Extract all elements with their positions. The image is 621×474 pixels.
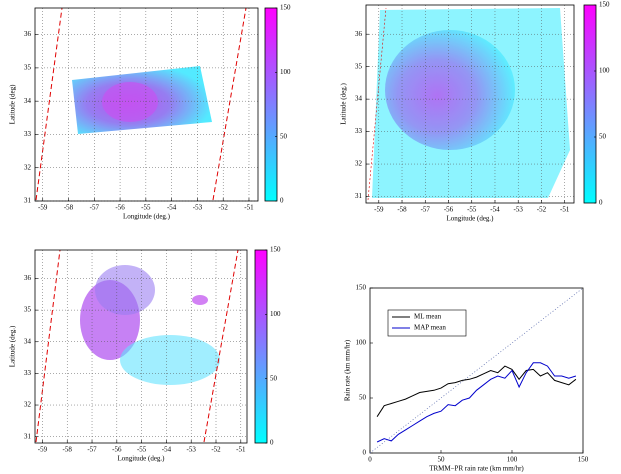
- colorbar: [583, 4, 597, 204]
- y-axis-label: Latitude (deg.): [340, 83, 348, 125]
- swath-edges: [35, 7, 387, 443]
- x-tick-label: -54: [167, 204, 177, 212]
- x-tick-label: -52: [219, 204, 229, 212]
- x-tick-label: -58: [63, 446, 73, 454]
- legend-box: [387, 309, 467, 337]
- colorbar-tick-label: 100: [280, 68, 291, 76]
- x-tick-label: -53: [187, 446, 197, 454]
- x-tick-label: 100: [507, 456, 518, 464]
- colorbar-tick-label: 150: [280, 4, 291, 12]
- colorbar-tick-label: 150: [599, 1, 610, 9]
- y-tick-label: 34: [355, 95, 363, 103]
- x-axis-label: Longitude (deg.): [446, 215, 494, 223]
- y-tick-label: 33: [24, 369, 32, 377]
- colorbar-tick-label: 50: [280, 132, 288, 140]
- axes-frame: [34, 7, 259, 202]
- x-tick-label: -56: [112, 446, 122, 454]
- y-tick-label: 100: [356, 339, 367, 347]
- series-line: [376, 365, 577, 417]
- colorbar-tick-label: 100: [599, 67, 610, 75]
- x-tick-label: -54: [162, 446, 172, 454]
- colorbar-tick-label: 0: [280, 197, 284, 205]
- colorbar-tick-label: 0: [599, 199, 603, 207]
- y-axis-label: Rain rate (km mm/hr): [344, 339, 352, 401]
- x-tick-label: -58: [397, 206, 407, 214]
- x-tick-label: -59: [374, 206, 384, 214]
- y-tick-label: 35: [24, 64, 32, 72]
- legend-label: MAP mean: [414, 324, 446, 332]
- y-tick-label: 33: [355, 127, 363, 135]
- x-tick-label: -57: [87, 446, 97, 454]
- y-tick-label: 0: [363, 449, 367, 457]
- colorbar-tick-label: 150: [270, 246, 281, 254]
- x-tick-label: -51: [236, 446, 246, 454]
- x-tick-label: 0: [368, 456, 372, 464]
- x-tick-label: -55: [137, 446, 147, 454]
- x-axis-label: TRMM−PR rain rate (km mm/hr): [429, 465, 524, 473]
- y-tick-label: 34: [24, 337, 32, 345]
- y-tick-label: 31: [24, 197, 32, 205]
- y-tick-label: 31: [24, 432, 32, 440]
- colorbar-tick-label: 50: [270, 374, 278, 382]
- x-tick-label: -52: [537, 206, 547, 214]
- x-tick-label: -54: [490, 206, 500, 214]
- x-tick-label: -57: [90, 204, 100, 212]
- y-tick-label: 35: [24, 306, 32, 314]
- axes-frame: [369, 287, 584, 454]
- x-tick-label: -57: [421, 206, 431, 214]
- x-tick-label: -52: [211, 446, 221, 454]
- x-tick-label: -59: [38, 446, 48, 454]
- y-tick-label: 36: [355, 30, 363, 38]
- y-tick-label: 32: [24, 163, 32, 171]
- y-tick-label: 150: [356, 284, 367, 292]
- y-tick-label: 32: [24, 401, 32, 409]
- y-axis-label: Latitude (deg): [9, 84, 17, 125]
- y-tick-label: 36: [24, 274, 32, 282]
- y-tick-label: 32: [355, 160, 363, 168]
- y-tick-label: 50: [359, 394, 367, 402]
- y-axis-label: Latitude (deg.): [9, 325, 17, 367]
- x-tick-label: -55: [141, 204, 151, 212]
- x-tick-label: 150: [578, 456, 589, 464]
- x-tick-label: -53: [193, 204, 203, 212]
- y-tick-label: 35: [355, 62, 363, 70]
- y-tick-label: 31: [355, 192, 363, 200]
- x-tick-label: 50: [438, 456, 446, 464]
- x-tick-label: -58: [64, 204, 74, 212]
- y-tick-label: 33: [24, 130, 32, 138]
- x-axis-label: Longitude (deg.): [117, 455, 165, 463]
- axes-frame: [34, 249, 248, 444]
- x-tick-label: -56: [115, 204, 125, 212]
- colorbar: [264, 7, 278, 202]
- x-tick-label: -56: [444, 206, 454, 214]
- x-tick-label: -59: [38, 204, 48, 212]
- colorbar-tick-label: 0: [270, 439, 274, 447]
- y-tick-label: 34: [24, 97, 32, 105]
- colorbar-tick-label: 100: [270, 310, 281, 318]
- colorbar-tick-label: 50: [599, 133, 607, 141]
- rain-field: [72, 8, 570, 385]
- x-tick-label: -55: [467, 206, 477, 214]
- colorbar: [254, 249, 268, 444]
- x-tick-label: -51: [244, 204, 254, 212]
- legend-label: ML mean: [414, 313, 442, 321]
- y-tick-label: 36: [24, 30, 32, 38]
- series-line: [376, 362, 577, 443]
- x-tick-label: -53: [514, 206, 524, 214]
- x-axis-label: Longitude (deg.): [123, 213, 171, 221]
- axes-frame: [365, 4, 575, 204]
- x-tick-label: -51: [560, 206, 570, 214]
